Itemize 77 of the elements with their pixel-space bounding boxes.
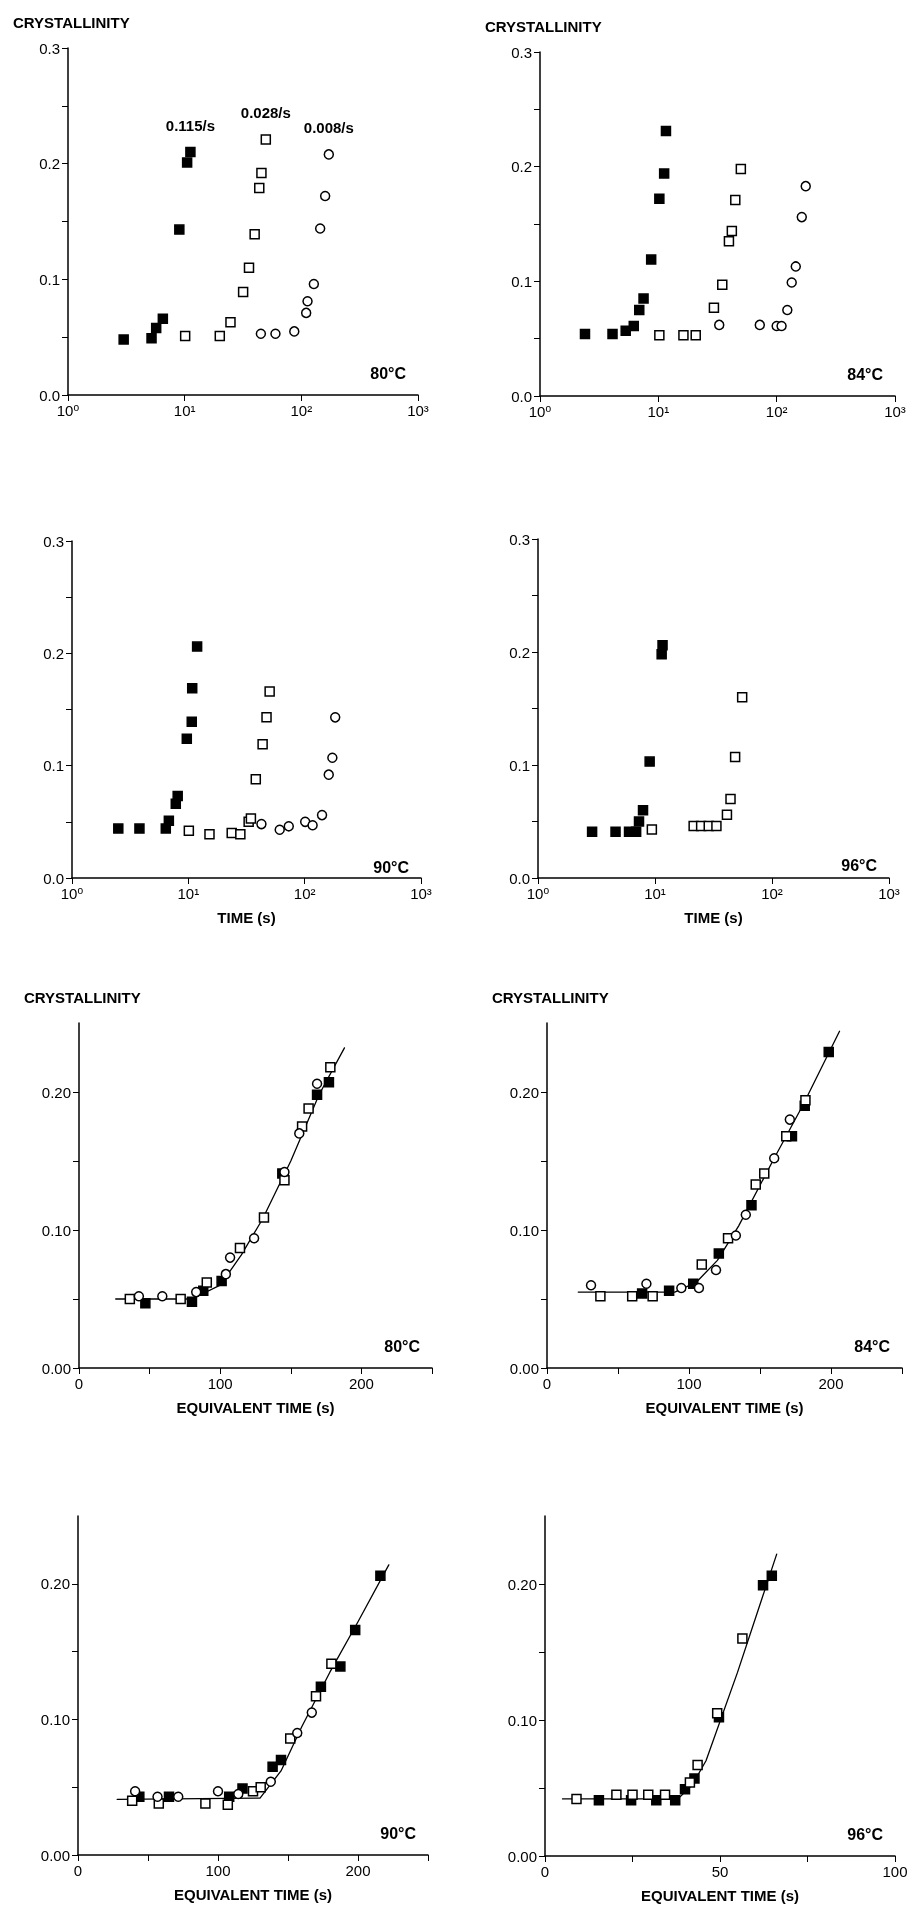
series-label: 0.028/s: [240, 104, 291, 122]
x-tick-label: 10¹: [177, 885, 200, 902]
x-axis-title: EQUIVALENT TIME (s): [645, 1399, 804, 1416]
x-axis-title: TIME (s): [217, 909, 276, 926]
x-tick-label: 200: [345, 1862, 371, 1879]
x-tick-label: 0: [540, 1863, 550, 1880]
annotation: 90°C: [380, 1824, 417, 1842]
y-tick-label: 0.10: [40, 1710, 70, 1728]
y-tick-label: 0.1: [39, 270, 60, 288]
y-tick-label: 0.10: [509, 1221, 539, 1239]
annotation: 96°C: [841, 856, 878, 874]
annotation: 84°C: [854, 1337, 891, 1355]
y-tick-label: 0.2: [43, 644, 64, 662]
x-tick-label: 200: [818, 1375, 844, 1392]
y-tick-label: 0.2: [39, 155, 60, 173]
y-tick-label: 0.20: [41, 1083, 71, 1101]
y-tick-label: 0.20: [40, 1575, 70, 1593]
y-tick-label: 0.00: [41, 1359, 71, 1377]
x-axis-title: EQUIVALENT TIME (s): [640, 1887, 800, 1904]
annotation: 96°C: [847, 1825, 884, 1843]
y-tick-label: 0.10: [41, 1221, 71, 1239]
y-tick-label: 0.0: [43, 869, 64, 887]
x-tick-label: 10⁰: [56, 402, 80, 419]
x-tick-label: 10³: [410, 885, 432, 902]
y-tick-label: 0.1: [511, 272, 532, 290]
y-tick-label: 0.3: [509, 530, 530, 548]
y-tick-label: 0.1: [43, 757, 64, 775]
x-tick-label: 10²: [761, 885, 783, 902]
y-tick-label: 0.1: [509, 756, 530, 774]
x-tick-label: 100: [882, 1863, 908, 1880]
annotation: 84°C: [847, 365, 884, 383]
y-axis-title: CRYSTALLINITY: [13, 14, 130, 31]
x-tick-label: 0: [542, 1375, 552, 1392]
y-tick-label: 0.10: [507, 1711, 537, 1729]
y-axis-title: CRYSTALLINITY: [24, 989, 141, 1006]
y-tick-label: 0.0: [509, 869, 530, 887]
series-label: 0.008/s: [303, 119, 354, 137]
x-tick-label: 10³: [407, 402, 429, 419]
x-tick-label: 100: [205, 1862, 231, 1879]
x-tick-label: 10¹: [173, 402, 196, 419]
x-axis-title: EQUIVALENT TIME (s): [173, 1886, 333, 1903]
x-tick-label: 10⁰: [60, 885, 84, 902]
series-label: 0.115/s: [165, 116, 216, 134]
x-tick-label: 10³: [884, 403, 906, 420]
y-tick-label: 0.20: [509, 1083, 539, 1101]
x-tick-label: 10²: [765, 403, 788, 420]
annotation: 90°C: [373, 858, 410, 876]
annotation: 80°C: [370, 364, 407, 382]
annotation: 80°C: [384, 1337, 421, 1355]
x-tick-label: 50: [711, 1863, 729, 1880]
y-tick-label: 0.3: [511, 43, 532, 61]
y-axis-title: CRYSTALLINITY: [492, 989, 609, 1006]
y-tick-label: 0.00: [40, 1846, 70, 1864]
x-tick-label: 100: [207, 1375, 233, 1392]
x-tick-label: 10³: [878, 885, 900, 902]
y-axis-title: CRYSTALLINITY: [485, 18, 602, 35]
x-tick-label: 10¹: [644, 885, 666, 902]
y-tick-label: 0.3: [43, 532, 64, 550]
x-axis-title: TIME (s): [684, 909, 743, 926]
y-tick-label: 0.2: [509, 643, 530, 661]
x-tick-label: 10¹: [647, 403, 670, 420]
x-tick-label: 10⁰: [526, 885, 550, 902]
x-axis-title: EQUIVALENT TIME (s): [176, 1399, 335, 1416]
x-tick-label: 200: [348, 1375, 374, 1392]
y-tick-label: 0.2: [511, 158, 532, 176]
y-tick-label: 0.00: [509, 1359, 539, 1377]
x-tick-label: 10²: [290, 402, 313, 419]
x-tick-label: 10⁰: [528, 403, 552, 420]
y-tick-label: 0.0: [511, 387, 532, 405]
x-tick-label: 10²: [293, 885, 316, 902]
y-tick-label: 0.3: [39, 39, 60, 57]
y-tick-label: 0.20: [507, 1575, 537, 1593]
x-tick-label: 0: [73, 1862, 83, 1879]
y-tick-label: 0.0: [39, 386, 60, 404]
y-tick-label: 0.00: [507, 1847, 537, 1865]
x-tick-label: 0: [74, 1375, 84, 1392]
x-tick-label: 100: [676, 1375, 702, 1392]
